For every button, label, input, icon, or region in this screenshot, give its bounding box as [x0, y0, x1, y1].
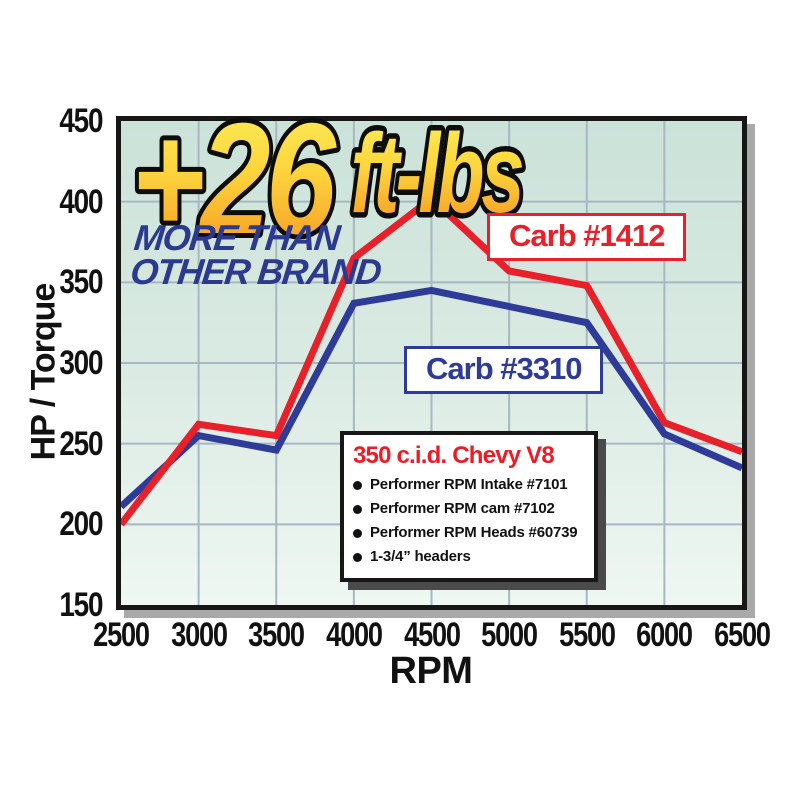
engine-spec-bullet: Performer RPM cam #7102: [353, 497, 585, 521]
y-axis-title: HP / Torque: [24, 283, 63, 461]
bullet-dot-icon: [353, 552, 362, 562]
engine-spec-bullet: Performer RPM Heads #60739: [353, 521, 585, 545]
x-tick-label: 6500: [714, 616, 771, 654]
y-tick-label: 250: [59, 424, 103, 463]
bullet-dot-icon: [353, 528, 362, 538]
engine-spec-bullet: Performer RPM Intake #7101: [353, 473, 585, 497]
y-tick-label: 450: [59, 102, 103, 140]
series-line-carb-3310: [121, 286, 742, 510]
bullet-text: Performer RPM cam #7102: [370, 500, 555, 517]
bullet-text: 1-3/4” headers: [370, 548, 471, 565]
x-tick-label: 4000: [326, 616, 383, 654]
engine-spec-list: Performer RPM Intake #7101 Performer RPM …: [353, 473, 585, 569]
x-tick-label: 4500: [403, 616, 461, 654]
x-axis-title: RPM: [389, 650, 473, 692]
bullet-dot-icon: [353, 480, 362, 490]
engine-spec-bullet: 1-3/4” headers: [353, 545, 585, 569]
x-tick-label: 3000: [170, 616, 228, 654]
x-tick-label: 3500: [248, 616, 305, 654]
legend-carb-1412: Carb #1412: [487, 213, 687, 261]
promo-subline-2: OTHER BRAND: [128, 251, 383, 292]
x-axis-tick-labels: 2500 3000 3500 4000 4500 5000 5500 6000 6500: [0, 617, 800, 657]
series-line-carb-1412: [121, 193, 742, 527]
bullet-text: Performer RPM Intake #7101: [370, 476, 568, 493]
promo-subline-1: MORE THAN: [132, 217, 341, 258]
legend-carb-3310: Carb #3310: [404, 346, 604, 394]
engine-spec-title: 350 c.i.d. Chevy V8: [353, 442, 555, 469]
y-tick-label: 400: [59, 182, 103, 221]
bullet-text: Performer RPM Heads #60739: [370, 524, 578, 541]
bullet-dot-icon: [353, 504, 362, 514]
promo-plus-26-text: +26: [131, 91, 337, 268]
promo-subheadline: MORE THAN OTHER BRAND: [128, 217, 386, 292]
x-tick-label: 6000: [636, 616, 694, 654]
x-tick-label: 5000: [481, 616, 538, 654]
x-tick-label: 2500: [93, 616, 150, 654]
y-tick-label: 200: [59, 505, 103, 544]
engine-spec-box: 350 c.i.d. Chevy V8 Performer RPM Intake…: [340, 431, 598, 582]
x-tick-label: 5500: [558, 616, 616, 654]
y-tick-label: 350: [59, 263, 103, 302]
y-tick-label: 300: [59, 344, 103, 382]
